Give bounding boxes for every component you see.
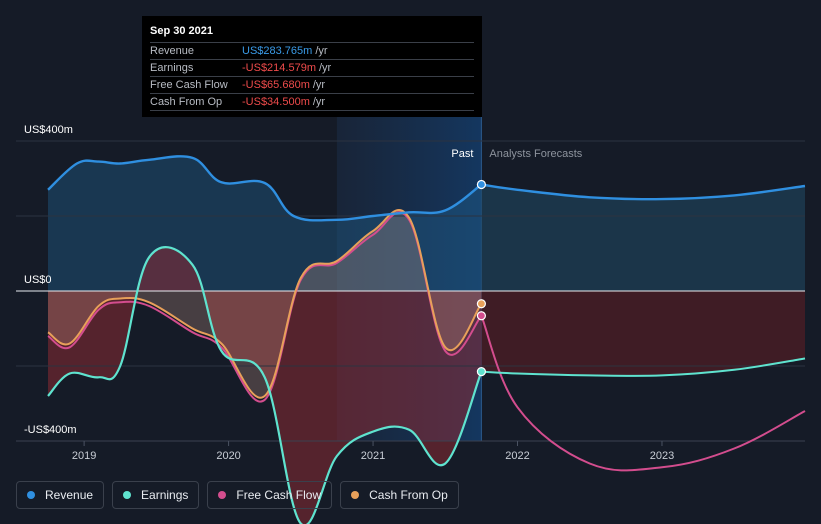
tooltip-value: -US$34.500m — [242, 96, 310, 108]
tooltip-label: Free Cash Flow — [150, 79, 228, 91]
y-tick-label: US$400m — [24, 124, 73, 136]
y-tick-label: -US$400m — [24, 424, 77, 436]
tooltip-unit: /yr — [312, 96, 326, 108]
x-tick-label: 2021 — [361, 450, 385, 462]
series-lines — [47, 155, 806, 524]
x-tick-label: 2020 — [216, 450, 240, 462]
tooltip-unit: /yr — [319, 62, 332, 74]
free-cash-flow-marker — [476, 311, 486, 321]
free-cash-flow-forecast-line — [480, 315, 806, 472]
legend-item-earnings[interactable]: Earnings — [112, 481, 200, 509]
tooltip-label: Revenue — [150, 45, 195, 57]
tooltip-value: -US$65.680m — [242, 79, 310, 91]
x-tick-label: 2019 — [72, 450, 96, 462]
forecast-label: Analysts Forecasts — [489, 148, 582, 160]
tooltip-date: Sep 30 2021 — [150, 25, 213, 37]
legend-item-cash-from-op[interactable]: Cash From Op — [340, 481, 459, 509]
tooltip-label: Cash From Op — [150, 96, 223, 108]
tooltip-row-free-cash-flow: Free Cash Flow -US$65.680m /yr — [150, 76, 474, 93]
legend-dot-icon — [27, 491, 35, 499]
legend-label: Free Cash Flow — [236, 488, 322, 502]
revenue-line — [47, 155, 483, 222]
axis-labels: US$400m US$0 -US$400m 2019 2020 2021 2022 2023 P… — [24, 124, 674, 462]
legend-label: Cash From Op — [369, 488, 448, 502]
tooltip-row-cash-from-op: Cash From Op -US$34.500m /yr — [150, 93, 474, 111]
tooltip-label: Earnings — [150, 62, 194, 74]
earnings-area — [48, 247, 482, 524]
cash-from-op-line — [47, 209, 483, 399]
earnings-line — [47, 246, 483, 524]
x-tick-label: 2023 — [650, 450, 674, 462]
legend-dot-icon — [218, 491, 227, 499]
legend-dot-icon — [123, 491, 132, 499]
legend-item-revenue[interactable]: Revenue — [16, 481, 105, 509]
earnings-forecast-line — [481, 357, 806, 377]
tooltip-row-earnings: Earnings -US$214.579m /yr — [150, 59, 474, 76]
tooltip-row-revenue: Revenue US$283.765m /yr — [150, 42, 474, 59]
series-markers — [476, 179, 486, 377]
legend: Revenue Earnings Free Cash Flow Cash Fro… — [16, 481, 459, 509]
tooltip-value: -US$214.579m — [242, 62, 316, 74]
past-label: Past — [451, 148, 473, 160]
revenue-forecast-line — [481, 183, 806, 201]
earnings-forecast-area — [481, 291, 805, 376]
tooltip-unit: /yr — [315, 45, 328, 57]
x-tick-label: 2022 — [505, 450, 529, 462]
legend-dot-icon — [351, 491, 360, 499]
series-areas — [48, 156, 805, 524]
tooltip-unit: /yr — [312, 79, 326, 91]
legend-label: Revenue — [45, 488, 94, 502]
legend-item-free-cash-flow[interactable]: Free Cash Flow — [207, 481, 333, 509]
legend-label: Earnings — [141, 488, 189, 502]
cash-from-op-area — [48, 209, 482, 398]
revenue-marker — [476, 179, 486, 190]
tooltip: Sep 30 2021 Revenue US$283.765m /yr Earn… — [142, 16, 482, 117]
cash-from-op-marker — [476, 299, 486, 309]
y-tick-label: US$0 — [24, 274, 52, 286]
tooltip-value: US$283.765m — [242, 45, 313, 57]
revenue-forecast-area — [481, 184, 805, 291]
gridlines — [16, 140, 805, 442]
earnings-marker — [476, 367, 486, 377]
